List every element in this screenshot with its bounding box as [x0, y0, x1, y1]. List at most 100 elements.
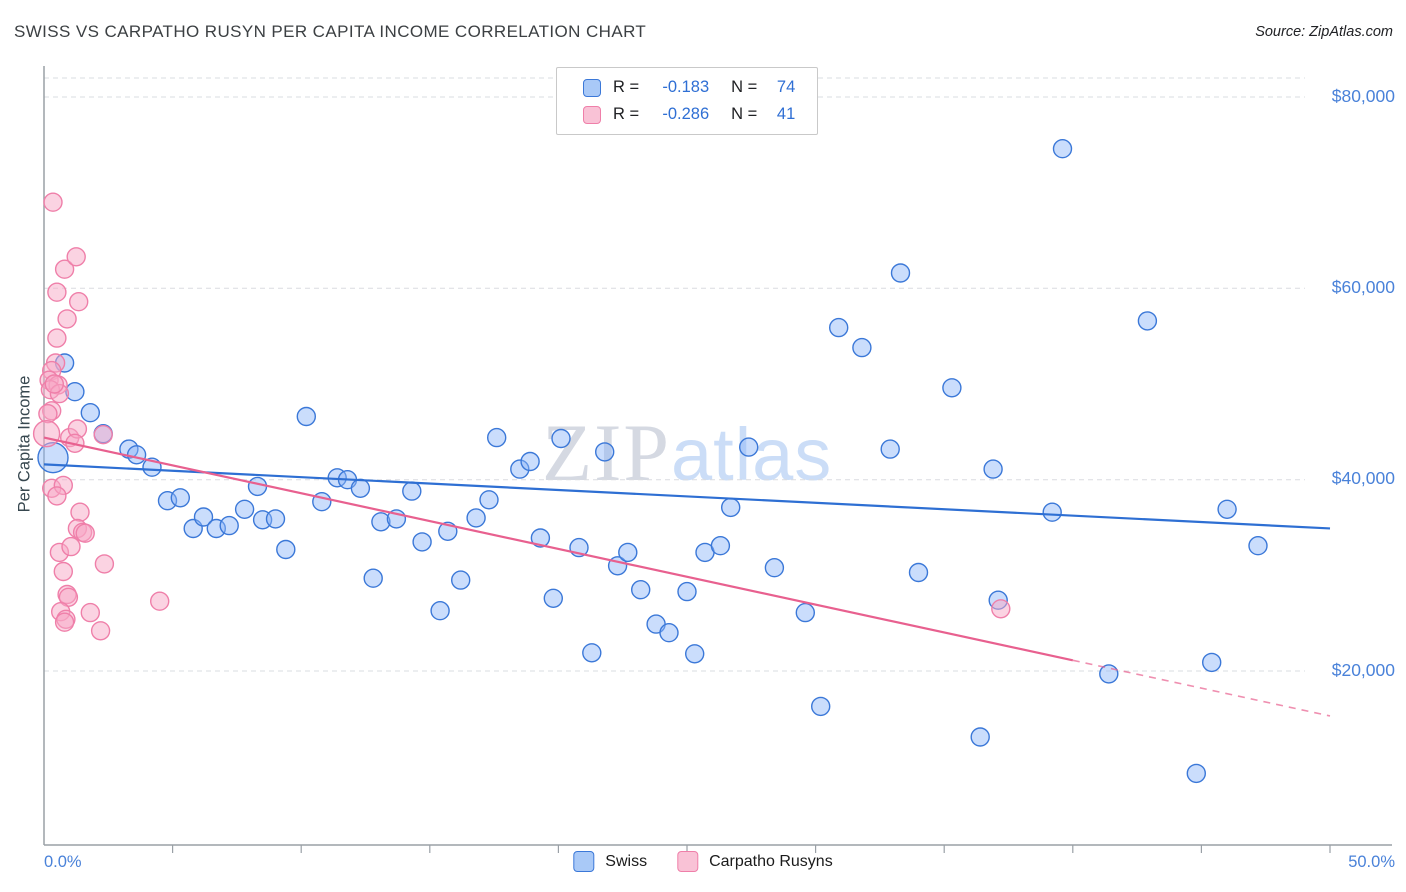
scatter-point-swiss: [551, 428, 571, 449]
scatter-point-swiss: [402, 481, 422, 501]
scatter-point-swiss: [1186, 763, 1207, 784]
chart-legend: Swiss Carpatho Rusyns: [573, 851, 833, 872]
scatter-point-carpatho: [93, 425, 113, 445]
x-axis-min-label: 0.0%: [44, 853, 82, 871]
legend-label-swiss: Swiss: [605, 852, 648, 870]
scatter-point-carpatho: [57, 309, 77, 329]
scatter-point-carpatho: [61, 536, 81, 557]
scatter-point-swiss: [276, 539, 296, 560]
scatter-point-swiss: [126, 445, 147, 465]
scatter-point-carpatho: [66, 247, 86, 267]
legend-item-swiss: Swiss: [573, 851, 647, 872]
r-label: R =: [613, 78, 640, 96]
scatter-point-swiss: [739, 437, 759, 457]
scatter-point-swiss: [234, 499, 255, 519]
correlation-row-swiss: R = -0.183 N = 74: [583, 78, 799, 97]
scatter-point-swiss: [265, 509, 286, 529]
scatter-point-swiss: [618, 542, 638, 563]
scatter-point-swiss: [1042, 502, 1062, 522]
scatter-point-swiss: [852, 337, 872, 358]
n-value: 41: [776, 105, 796, 123]
correlation-stats-box: R = -0.183 N = 74 R = -0.286 N = 41: [556, 67, 818, 135]
scatter-point-swiss: [170, 488, 191, 508]
scatter-point-swiss: [710, 536, 731, 556]
scatter-point-carpatho: [70, 502, 90, 522]
scatter-point-swiss: [543, 588, 563, 608]
scatter-point-carpatho: [53, 561, 73, 582]
scatter-point-swiss: [595, 442, 615, 462]
scatter-point-swiss: [1137, 311, 1158, 331]
scatter-point-swiss: [193, 507, 214, 527]
scatter-point-swiss: [247, 476, 268, 497]
scatter-point-swiss: [942, 378, 962, 398]
scatter-point-swiss: [659, 623, 679, 643]
scatter-point-swiss: [1248, 536, 1268, 556]
scatter-point-swiss: [677, 581, 697, 602]
y-tick-label: $40,000: [1331, 468, 1395, 488]
scatter-point-swiss: [371, 512, 391, 532]
swiss-swatch: [583, 78, 601, 97]
watermark-atlas: atlas: [671, 413, 833, 496]
scatter-point-swiss: [764, 558, 785, 578]
scatter-point-swiss: [795, 602, 815, 623]
scatter-point-swiss: [890, 263, 911, 283]
scatter-point-swiss: [983, 459, 1003, 479]
scatter-point-swiss: [970, 727, 990, 747]
scatter-point-carpatho: [38, 404, 58, 424]
scatter-point-swiss: [1099, 664, 1119, 684]
scatter-point-swiss: [510, 459, 530, 479]
scatter-point-swiss: [880, 439, 900, 459]
scatter-point-carpatho: [44, 374, 64, 394]
scatter-point-carpatho: [47, 328, 67, 348]
scatter-point-swiss: [363, 568, 383, 588]
scatter-point-swiss: [350, 478, 371, 498]
scatter-point-swiss: [37, 442, 69, 474]
n-label: N =: [731, 105, 758, 123]
scatter-point-swiss: [451, 570, 471, 590]
r-label: R =: [613, 105, 640, 123]
legend-item-carpatho-rusyns: Carpatho Rusyns: [677, 851, 833, 872]
scatter-point-carpatho: [68, 292, 89, 312]
scatter-point-swiss: [466, 508, 486, 528]
source-attribution: Source: ZipAtlas.com: [1255, 24, 1393, 40]
x-axis-max-label: 50.0%: [1348, 853, 1395, 871]
scatter-point-carpatho: [90, 621, 111, 641]
y-tick-label: $80,000: [1331, 86, 1395, 106]
scatter-point-carpatho: [80, 602, 101, 623]
n-value: 74: [776, 78, 796, 96]
scatter-point-swiss: [908, 562, 929, 583]
scatter-point-swiss: [631, 580, 651, 600]
scatter-point-carpatho: [75, 523, 95, 543]
scatter-point-swiss: [520, 451, 540, 472]
carpatho-rusyns-swatch: [583, 105, 601, 124]
scatter-point-carpatho: [47, 486, 67, 506]
scatter-point-swiss: [829, 317, 849, 338]
scatter-point-carpatho: [32, 420, 61, 448]
y-tick-label: $60,000: [1331, 277, 1395, 297]
y-tick-label: $20,000: [1331, 660, 1395, 680]
scatter-point-carpatho: [149, 591, 170, 611]
scatter-point-swiss: [296, 406, 316, 427]
carpatho-rusyns-legend-swatch: [677, 851, 699, 872]
scatter-point-carpatho: [991, 599, 1011, 619]
r-value: -0.183: [662, 78, 710, 96]
scatter-point-swiss: [412, 532, 432, 552]
scatter-point-swiss: [811, 696, 831, 717]
scatter-point-swiss: [721, 497, 741, 518]
scatter-point-carpatho: [54, 612, 75, 632]
scatter-point-carpatho: [94, 554, 115, 574]
scatter-point-carpatho: [54, 259, 75, 279]
legend-label-carpatho-rusyns: Carpatho Rusyns: [709, 852, 833, 870]
correlation-row-carpatho-rusyns: R = -0.286 N = 41: [583, 105, 799, 124]
scatter-point-swiss: [487, 427, 507, 448]
scatter-point-swiss: [1217, 499, 1237, 519]
scatter-point-swiss: [479, 490, 499, 510]
scatter-point-swiss: [219, 515, 239, 536]
scatter-point-swiss: [430, 601, 450, 621]
scatter-point-swiss: [1052, 138, 1073, 159]
page-title: SWISS VS CARPATHO RUSYN PER CAPITA INCOM…: [14, 22, 647, 41]
n-label: N =: [731, 78, 758, 96]
scatter-point-swiss: [685, 644, 705, 664]
swiss-legend-swatch: [573, 851, 595, 872]
